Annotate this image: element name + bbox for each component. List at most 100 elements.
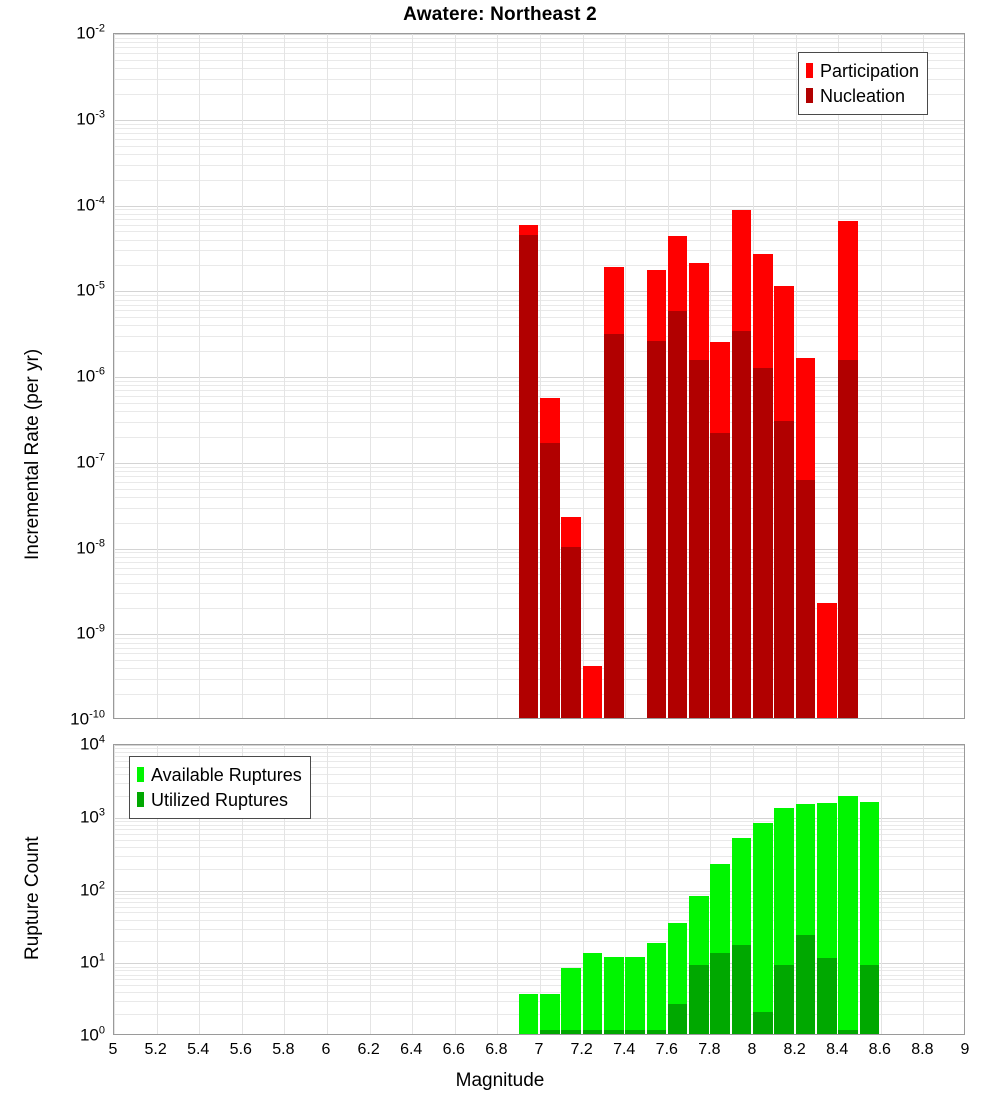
bar-segment-outer [582,953,603,1034]
bar [689,263,709,718]
bar [816,802,837,1034]
x-tick: 5 [108,1041,118,1058]
bar-segment-inner [774,421,794,718]
y-tick: 10-2 [76,22,105,43]
bar-segment-inner [774,964,794,1034]
x-tick: 6.6 [442,1041,465,1058]
x-tick: 8.2 [783,1041,806,1058]
x-tick: 7.6 [655,1041,678,1058]
bar-segment-outer [816,602,837,718]
y-tick: 103 [79,806,105,827]
bar [774,807,794,1034]
bar-segment-inner [731,944,752,1034]
y-tick: 102 [79,879,105,899]
bar [518,994,539,1034]
legend-item-utilized-ruptures: Utilized Ruptures [137,787,302,812]
bar [859,801,880,1034]
y-tick: 10-4 [76,194,105,214]
legend-label-available-ruptures: Available Ruptures [151,764,302,785]
x-axis-label: Magnitude [455,1070,545,1091]
bar [582,953,603,1034]
x-tick: 5.2 [144,1041,167,1058]
bar-segment-inner [689,964,709,1034]
bar-segment-inner [582,1029,603,1034]
bar [667,922,688,1034]
y-tick: 10-10 [70,708,105,729]
bar-segment-inner [795,479,816,718]
incremental-rate-plot-area [113,33,965,719]
bar [795,804,816,1034]
bar-segment-outer [625,956,645,1034]
bar [646,942,667,1034]
y-tick: 10-9 [76,622,105,643]
bar [561,968,581,1034]
legend-item-participation: Participation [806,58,919,83]
bar-segment-outer [603,956,624,1034]
y-tick: 10-8 [76,537,105,557]
bar-segment-outer [518,994,539,1034]
bar-segment-outer [838,796,858,1034]
bar [838,221,858,718]
bar [710,342,731,718]
x-tick: 7.4 [613,1041,636,1058]
bar-segment-inner [646,1029,667,1034]
bar-segment-inner [561,547,581,718]
rupture-count-plot-area [113,744,965,1035]
x-tick: 6.8 [485,1041,508,1058]
bar-segment-inner [625,1029,645,1034]
page-title: Awatere: Northeast 2 [403,4,597,25]
bars-rupture-count [114,745,964,1034]
bar [689,896,709,1034]
legend-swatch-utilized-ruptures [137,792,144,807]
bar-segment-inner [753,368,773,718]
bar-segment-inner [518,234,539,718]
legend-swatch-participation [806,63,813,78]
y-tick: 104 [79,733,105,754]
legend-rupture-count[interactable]: Available Ruptures Utilized Ruptures [129,756,311,819]
y-axis-label-top: Incremental Rate (per yr) [22,348,43,560]
bar-segment-outer [540,994,560,1034]
x-tick: 6.2 [357,1041,380,1058]
bar [625,956,645,1034]
x-tick: 7 [534,1041,544,1058]
bar [540,994,560,1034]
x-tick: 9 [960,1041,970,1058]
bar [795,357,816,718]
x-tick: 5.8 [272,1041,295,1058]
x-tick: 8.6 [868,1041,891,1058]
y-tick: 101 [79,951,105,972]
bar [603,956,624,1034]
bar-segment-inner [816,958,837,1034]
bars-incremental-rate [114,34,964,718]
bar-segment-outer [646,942,667,1034]
bar-segment-inner [667,310,688,718]
legend-label-nucleation: Nucleation [820,85,906,106]
legend-label-utilized-ruptures: Utilized Ruptures [151,789,289,810]
bar [518,225,539,718]
x-tick: 6.4 [400,1041,423,1058]
bar [731,209,752,718]
x-tick: 8.8 [911,1041,934,1058]
legend-item-nucleation: Nucleation [806,83,919,108]
bar [540,397,560,718]
legend-incremental-rate[interactable]: Participation Nucleation [798,52,929,115]
bar-segment-inner [689,359,709,718]
bar-segment-inner [603,1029,624,1034]
bar [710,863,731,1034]
bar-segment-inner [838,359,858,718]
bar-segment-inner [540,443,560,718]
bar-segment-inner [646,340,667,718]
bar [667,235,688,718]
bar-segment-inner [753,1012,773,1034]
x-tick: 8 [747,1041,757,1058]
bar-segment-inner [838,1029,858,1034]
bar-segment-inner [859,964,880,1034]
bar-segment-inner [603,334,624,718]
y-axis-label-bottom: Rupture Count [22,836,43,960]
bar-segment-outer [753,822,773,1034]
x-tick: 7.8 [698,1041,721,1058]
x-tick: 8.4 [826,1041,849,1058]
y-tick: 10-6 [76,365,105,386]
x-tick: 7.2 [570,1041,593,1058]
